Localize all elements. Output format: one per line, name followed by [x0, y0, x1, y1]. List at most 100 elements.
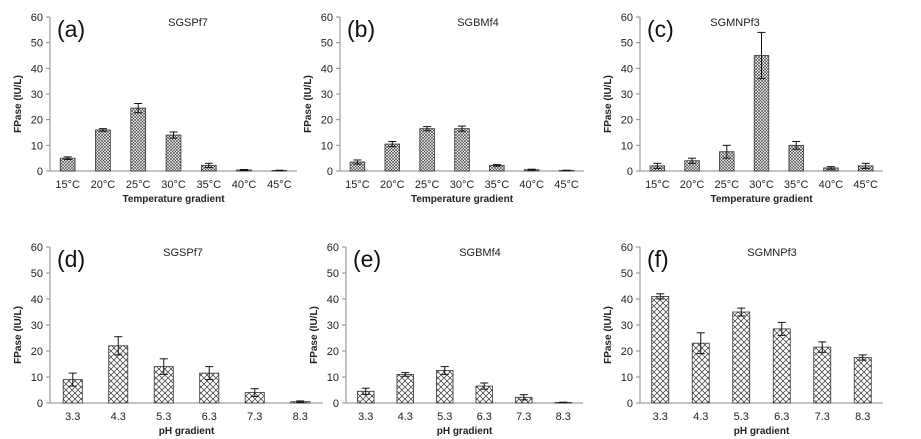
x-tick-label: 5.3: [156, 411, 171, 423]
x-tick-label: 25°C: [415, 179, 440, 191]
x-tick-label: 15°C: [55, 179, 80, 191]
panel-label: (a): [57, 16, 85, 42]
y-tick-label: 10: [621, 372, 633, 384]
y-tick-label: 0: [627, 398, 633, 410]
x-tick-label: 3.3: [358, 411, 373, 423]
y-axis-label: FPase (IU/L): [13, 306, 24, 364]
x-tick-label: 3.3: [653, 411, 668, 423]
x-axis-label: Temperature gradient: [710, 194, 813, 205]
chart-title: SGBMf4: [459, 247, 501, 259]
panel-label: (e): [353, 246, 381, 272]
x-tick-label: 30°C: [749, 179, 774, 191]
x-tick-label: 15°C: [345, 179, 370, 191]
chart-panel-2: 0 10 20 30 40 50 60 FPase (IU/L) 15°C 20°C 25°C 30°…: [303, 12, 584, 205]
chart-title: SGSPf7: [168, 17, 208, 29]
bar-2: [384, 143, 401, 172]
y-tick-label: 50: [31, 38, 43, 50]
y-tick-label: 50: [321, 38, 333, 50]
panel-label: (c): [647, 16, 674, 42]
x-tick-label: 30°C: [450, 179, 475, 191]
y-axis-label: FPase (IU/L): [303, 75, 314, 133]
bar-3: [419, 128, 435, 172]
y-tick-label: 30: [31, 320, 43, 332]
y-tick-label: 60: [621, 242, 633, 254]
x-tick-label: 4.3: [693, 411, 708, 423]
x-tick-label: 40°C: [819, 179, 844, 191]
y-tick-label: 40: [327, 294, 339, 306]
chart-title: SGBMf4: [457, 17, 499, 29]
x-tick-label: 45°C: [554, 179, 579, 191]
y-tick-label: 60: [621, 12, 633, 24]
x-axis-label: Temperature gradient: [411, 194, 514, 205]
bar-1: [59, 157, 76, 172]
y-tick-label: 40: [31, 63, 43, 75]
x-tick-label: 7.3: [247, 411, 262, 423]
y-tick-label: 50: [621, 38, 633, 50]
x-tick-label: 45°C: [267, 179, 292, 191]
y-tick-label: 30: [31, 89, 43, 101]
x-axis-label: pH gradient: [734, 426, 790, 437]
x-tick-label: 25°C: [714, 179, 739, 191]
y-tick-label: 50: [31, 268, 43, 280]
y-tick-label: 0: [333, 398, 339, 410]
y-tick-label: 0: [627, 166, 633, 178]
bar-4: [165, 134, 182, 172]
y-tick-label: 10: [327, 372, 339, 384]
chart-panel-4: 0 10 20 30 40 50 60 FPase (IU/L) 3.3 4.3 5.3 6.3 7.3…: [13, 242, 323, 437]
y-tick-label: 0: [37, 166, 43, 178]
x-tick-label: 5.3: [437, 411, 452, 423]
y-tick-label: 20: [327, 346, 339, 358]
y-tick-label: 60: [31, 242, 43, 254]
y-tick-label: 0: [37, 398, 43, 410]
y-tick-label: 0: [327, 166, 333, 178]
x-tick-label: 8.3: [293, 411, 308, 423]
y-tick-label: 30: [621, 320, 633, 332]
bar-5: [813, 346, 832, 404]
y-axis-label: FPase (IU/L): [13, 75, 24, 133]
y-tick-label: 30: [621, 89, 633, 101]
bar-6: [853, 357, 872, 404]
chart-panel-3: 0 10 20 30 40 50 60 FPase (IU/L) 15°C 20°C 25°C 30°…: [603, 12, 883, 205]
bar-3: [130, 107, 147, 172]
x-tick-label: 6.3: [774, 411, 789, 423]
y-tick-label: 20: [621, 346, 633, 358]
y-tick-label: 50: [621, 268, 633, 280]
bar-4: [772, 328, 791, 404]
y-axis-label: FPase (IU/L): [309, 306, 320, 364]
chart-panel-6: 0 10 20 30 40 50 60 FPase (IU/L) 3.3 4.3 5.3 6.3 7.3…: [603, 242, 883, 437]
y-tick-label: 10: [31, 140, 43, 152]
y-tick-label: 60: [321, 12, 333, 24]
x-tick-label: 40°C: [519, 179, 544, 191]
bar-3: [436, 370, 454, 404]
chart-title: SGMNPf3: [710, 17, 760, 29]
chart-title: SGSPf7: [163, 247, 203, 259]
bar-2: [95, 129, 111, 172]
y-tick-label: 20: [321, 115, 333, 127]
panel-label: (d): [57, 246, 85, 272]
y-tick-label: 40: [321, 63, 333, 75]
chart-panel-1: 0 10 20 30 40 50 60 FPase (IU/L) 15°C 20°C 25°C 30°…: [13, 12, 297, 205]
y-tick-label: 20: [31, 346, 43, 358]
x-tick-label: 35°C: [196, 179, 221, 191]
y-tick-label: 60: [327, 242, 339, 254]
chart-panel-5: 0 10 20 30 40 50 60 FPase (IU/L) 3.3 4.3 5.3 6.3 7.3…: [309, 242, 583, 437]
x-tick-label: 20°C: [680, 179, 705, 191]
x-tick-label: 7.3: [815, 411, 830, 423]
x-tick-label: 20°C: [91, 179, 116, 191]
y-tick-label: 60: [31, 12, 43, 24]
y-tick-label: 10: [621, 140, 633, 152]
x-tick-label: 40°C: [232, 179, 257, 191]
x-tick-label: 25°C: [126, 179, 151, 191]
x-tick-label: 4.3: [111, 411, 126, 423]
x-tick-label: 3.3: [65, 411, 80, 423]
y-tick-label: 40: [621, 294, 633, 306]
y-tick-label: 20: [31, 115, 43, 127]
x-axis-label: pH gradient: [159, 426, 215, 437]
y-axis-label: FPase (IU/L): [603, 306, 614, 364]
y-tick-label: 40: [31, 294, 43, 306]
y-tick-label: 10: [321, 140, 333, 152]
x-tick-label: 20°C: [380, 179, 405, 191]
x-axis-label: Temperature gradient: [122, 194, 225, 205]
x-tick-label: 8.3: [855, 411, 870, 423]
